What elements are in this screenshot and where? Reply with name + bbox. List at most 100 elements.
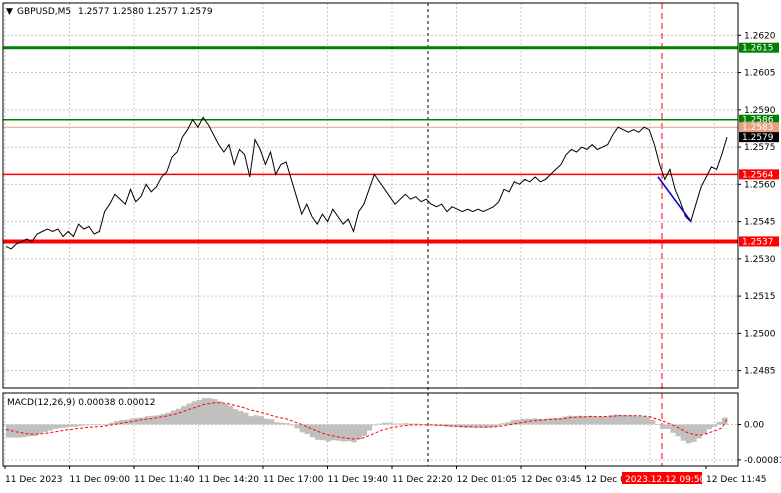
price-level-label: 1.2615 [742, 44, 774, 54]
macd-histogram-bar [145, 416, 151, 425]
macd-histogram-bar [186, 403, 192, 425]
price-tick-label: 1.2530 [744, 255, 776, 265]
macd-histogram-bar [665, 424, 671, 429]
macd-histogram-bar [98, 424, 105, 425]
ohlc-values: 1.2577 1.2580 1.2577 1.2579 [78, 7, 213, 17]
macd-histogram-bar [62, 424, 69, 428]
macd-histogram-bar [382, 422, 388, 425]
price-level-tag [739, 169, 779, 180]
macd-histogram-bar [279, 422, 285, 425]
macd-label: MACD(12,26,9) 0.00038 0.00012 [7, 398, 156, 408]
macd-histogram-bar [654, 424, 661, 425]
macd-histogram-bar [31, 424, 38, 436]
macd-histogram-bar [217, 401, 223, 425]
macd-histogram-bar [78, 424, 84, 426]
macd-histogram-bar [613, 414, 620, 425]
macd-histogram-bar [696, 424, 702, 439]
macd-histogram-bar [134, 417, 141, 425]
macd-tick-label: -0.00081 [744, 456, 781, 466]
macd-histogram-bar [109, 422, 115, 425]
macd-histogram-bar [644, 417, 651, 425]
price-axis: 1.2620 1.2605 1.2590 1.2575 1.2560 1.2545 1.25… [738, 31, 776, 377]
macd-histogram-bar [21, 424, 28, 438]
macd-histogram-bar [660, 424, 666, 429]
macd-histogram-bar [536, 418, 543, 425]
price-tick-label: 1.2500 [744, 329, 776, 339]
macd-tick-label: 0.00 [744, 420, 764, 430]
price-level-label: 1.2537 [742, 237, 774, 247]
macd-histogram-bar [114, 421, 120, 425]
price-level-tag [739, 42, 779, 53]
macd-histogram-bar [593, 416, 599, 425]
macd-histogram-bar [273, 422, 280, 425]
macd-histogram-bar [160, 414, 167, 425]
macd-histogram-bar [304, 424, 311, 435]
price-line [5, 116, 728, 250]
macd-histogram-bar [551, 417, 558, 425]
macd-histogram-bar [577, 415, 584, 425]
macd-histogram-bar [412, 423, 419, 425]
price-grid [3, 3, 738, 388]
time-tick-label: 11 Dec 11:40 [134, 475, 195, 485]
macd-histogram-bar [721, 417, 728, 425]
macd-histogram-bar [515, 419, 522, 425]
time-tick-label: 11 Dec 09:00 [70, 475, 131, 485]
macd-histogram-bar [237, 410, 244, 425]
collapse-triangle-icon[interactable]: ▼ [6, 7, 13, 17]
time-tick-label: 12 Dec 01:05 [457, 475, 518, 485]
macd-histogram-bar [139, 417, 146, 425]
macd-histogram-bar [541, 418, 548, 425]
macd-histogram-bar [320, 424, 326, 441]
macd-histogram-bar [649, 419, 656, 425]
macd-histogram-bar [330, 424, 337, 441]
highlight-time-tag [622, 472, 702, 484]
macd-histogram-bar [505, 422, 512, 425]
current-price-tag [739, 132, 779, 143]
macd-histogram-bar [495, 424, 501, 426]
macd-axis: 0.00 -0.00081 [738, 420, 781, 466]
price-levels [3, 46, 738, 244]
macd-histogram-bar [227, 405, 234, 425]
macd-histogram-bar [263, 418, 270, 425]
macd-histogram-bar [191, 401, 197, 425]
macd-histogram-bar [88, 424, 94, 425]
macd-histogram-bar [165, 412, 172, 425]
macd-histogram-bar [67, 424, 74, 427]
macd-histogram-bar [248, 416, 254, 425]
current-price-label: 1.2579 [742, 133, 774, 143]
macd-histogram-bar [284, 423, 290, 425]
macd-histogram-bar [464, 424, 470, 428]
macd-histogram-bar [629, 415, 635, 425]
macd-histogram-bar [691, 424, 697, 442]
macd-histogram-bar [469, 424, 476, 428]
macd-histogram-bar [402, 423, 409, 425]
time-axis: 11 Dec 2023 11 Dec 09:00 11 Dec 11:40 11 De… [4, 466, 767, 485]
macd-histogram-bar [52, 424, 58, 429]
macd-histogram-bar [253, 415, 259, 425]
macd-histogram-bar [83, 424, 89, 426]
price-level-tag [739, 114, 779, 125]
trend-line[interactable] [657, 176, 692, 223]
macd-histogram-bar [510, 420, 517, 425]
price-level-tag [739, 236, 779, 247]
price-tick-label: 1.2575 [744, 143, 776, 153]
macd-histogram-bar [562, 416, 568, 425]
price-tick-label: 1.2485 [744, 367, 776, 377]
price-tick-label: 1.2590 [744, 106, 776, 116]
macd-histogram-bar [206, 398, 213, 425]
macd-histogram-bar [181, 406, 187, 425]
macd-histogram-bar [371, 424, 378, 426]
macd-histogram-bar [11, 424, 17, 438]
macd-histogram-bar [93, 424, 100, 426]
macd-histogram-bar [485, 424, 491, 428]
macd-histogram-bar [618, 414, 625, 425]
macd-histogram [6, 398, 728, 444]
symbol-label: GBPUSD,M5 [17, 7, 71, 17]
macd-histogram-bar [716, 421, 723, 425]
macd-histogram-bar [701, 424, 707, 435]
time-tick-label: 12 Dec 03:45 [521, 475, 582, 485]
macd-histogram-bar [376, 423, 383, 425]
macd-histogram-bar [232, 409, 239, 425]
